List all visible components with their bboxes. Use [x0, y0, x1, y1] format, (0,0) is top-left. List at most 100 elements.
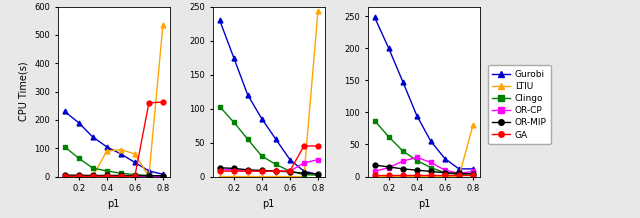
- Clingo: [244, 138, 252, 140]
- LTIU: [159, 24, 167, 26]
- Clingo: [75, 157, 83, 160]
- Line: LTIU: LTIU: [217, 9, 321, 179]
- Clingo: [272, 163, 280, 166]
- Clingo: [300, 173, 308, 176]
- Gurobi: [300, 170, 308, 172]
- OR-CP: [385, 166, 392, 169]
- Line: OR-CP: OR-CP: [217, 157, 321, 174]
- OR-MIP: [455, 172, 463, 175]
- Gurobi: [413, 114, 420, 117]
- LTIU: [258, 175, 266, 178]
- OR-MIP: [61, 174, 68, 177]
- Line: GA: GA: [62, 100, 165, 179]
- LTIU: [103, 150, 111, 152]
- OR-CP: [258, 170, 266, 172]
- OR-MIP: [300, 172, 308, 174]
- OR-MIP: [145, 174, 153, 177]
- OR-CP: [75, 175, 83, 177]
- Gurobi: [441, 157, 449, 160]
- Line: OR-MIP: OR-MIP: [217, 165, 321, 176]
- Line: OR-CP: OR-CP: [372, 155, 476, 176]
- GA: [61, 175, 68, 178]
- Gurobi: [427, 140, 435, 143]
- Line: OR-MIP: OR-MIP: [62, 173, 165, 178]
- OR-MIP: [286, 170, 294, 173]
- OR-MIP: [385, 166, 392, 168]
- Gurobi: [399, 80, 406, 83]
- LTIU: [300, 175, 308, 178]
- Line: Clingo: Clingo: [372, 118, 476, 178]
- LTIU: [441, 175, 449, 178]
- GA: [145, 102, 153, 104]
- Gurobi: [455, 168, 463, 170]
- GA: [399, 174, 406, 177]
- OR-MIP: [258, 169, 266, 172]
- OR-CP: [300, 162, 308, 164]
- Line: GA: GA: [217, 143, 321, 174]
- Gurobi: [272, 138, 280, 140]
- OR-MIP: [117, 174, 125, 177]
- GA: [441, 174, 449, 177]
- Gurobi: [117, 153, 125, 155]
- Clingo: [159, 175, 167, 177]
- GA: [427, 174, 435, 177]
- Clingo: [385, 136, 392, 138]
- OR-CP: [272, 170, 280, 172]
- LTIU: [286, 175, 294, 178]
- X-axis label: p1: p1: [262, 199, 275, 209]
- OR-CP: [145, 175, 153, 177]
- OR-MIP: [399, 168, 406, 170]
- GA: [385, 174, 392, 177]
- OR-CP: [441, 169, 449, 172]
- Gurobi: [258, 118, 266, 120]
- Clingo: [103, 170, 111, 172]
- GA: [258, 170, 266, 172]
- OR-MIP: [131, 174, 139, 177]
- Gurobi: [61, 110, 68, 113]
- OR-CP: [244, 170, 252, 172]
- OR-CP: [230, 169, 237, 171]
- OR-MIP: [272, 170, 280, 172]
- OR-CP: [117, 175, 125, 177]
- Gurobi: [159, 173, 167, 176]
- OR-MIP: [427, 170, 435, 173]
- LTIU: [399, 175, 406, 178]
- X-axis label: p1: p1: [418, 199, 430, 209]
- Line: LTIU: LTIU: [372, 123, 476, 179]
- GA: [469, 174, 477, 177]
- OR-CP: [89, 175, 97, 177]
- Line: OR-MIP: OR-MIP: [372, 163, 476, 176]
- GA: [300, 145, 308, 147]
- Line: Gurobi: Gurobi: [217, 18, 321, 177]
- Clingo: [230, 121, 237, 123]
- Clingo: [399, 150, 406, 152]
- LTIU: [469, 124, 477, 127]
- GA: [413, 174, 420, 177]
- OR-CP: [399, 160, 406, 162]
- GA: [244, 170, 252, 172]
- X-axis label: p1: p1: [108, 199, 120, 209]
- Gurobi: [371, 16, 378, 19]
- GA: [455, 174, 463, 177]
- OR-MIP: [75, 174, 83, 177]
- Line: Gurobi: Gurobi: [62, 109, 165, 177]
- LTIU: [272, 175, 280, 178]
- OR-CP: [413, 156, 420, 159]
- LTIU: [131, 153, 139, 155]
- GA: [216, 170, 223, 172]
- OR-CP: [131, 175, 139, 177]
- OR-MIP: [441, 171, 449, 174]
- LTIU: [117, 148, 125, 151]
- Clingo: [314, 174, 322, 177]
- Line: Clingo: Clingo: [62, 144, 165, 179]
- Clingo: [427, 166, 435, 169]
- Gurobi: [216, 19, 223, 21]
- Gurobi: [89, 136, 97, 138]
- OR-CP: [455, 172, 463, 175]
- Gurobi: [244, 94, 252, 96]
- OR-MIP: [413, 169, 420, 172]
- LTIU: [89, 175, 97, 178]
- Clingo: [89, 167, 97, 169]
- Legend: Gurobi, LTIU, Clingo, OR-CP, OR-MIP, GA: Gurobi, LTIU, Clingo, OR-CP, OR-MIP, GA: [488, 65, 551, 144]
- Clingo: [131, 173, 139, 176]
